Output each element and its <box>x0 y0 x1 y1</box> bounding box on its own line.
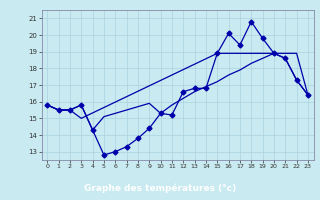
Text: Graphe des températures (°c): Graphe des températures (°c) <box>84 184 236 193</box>
